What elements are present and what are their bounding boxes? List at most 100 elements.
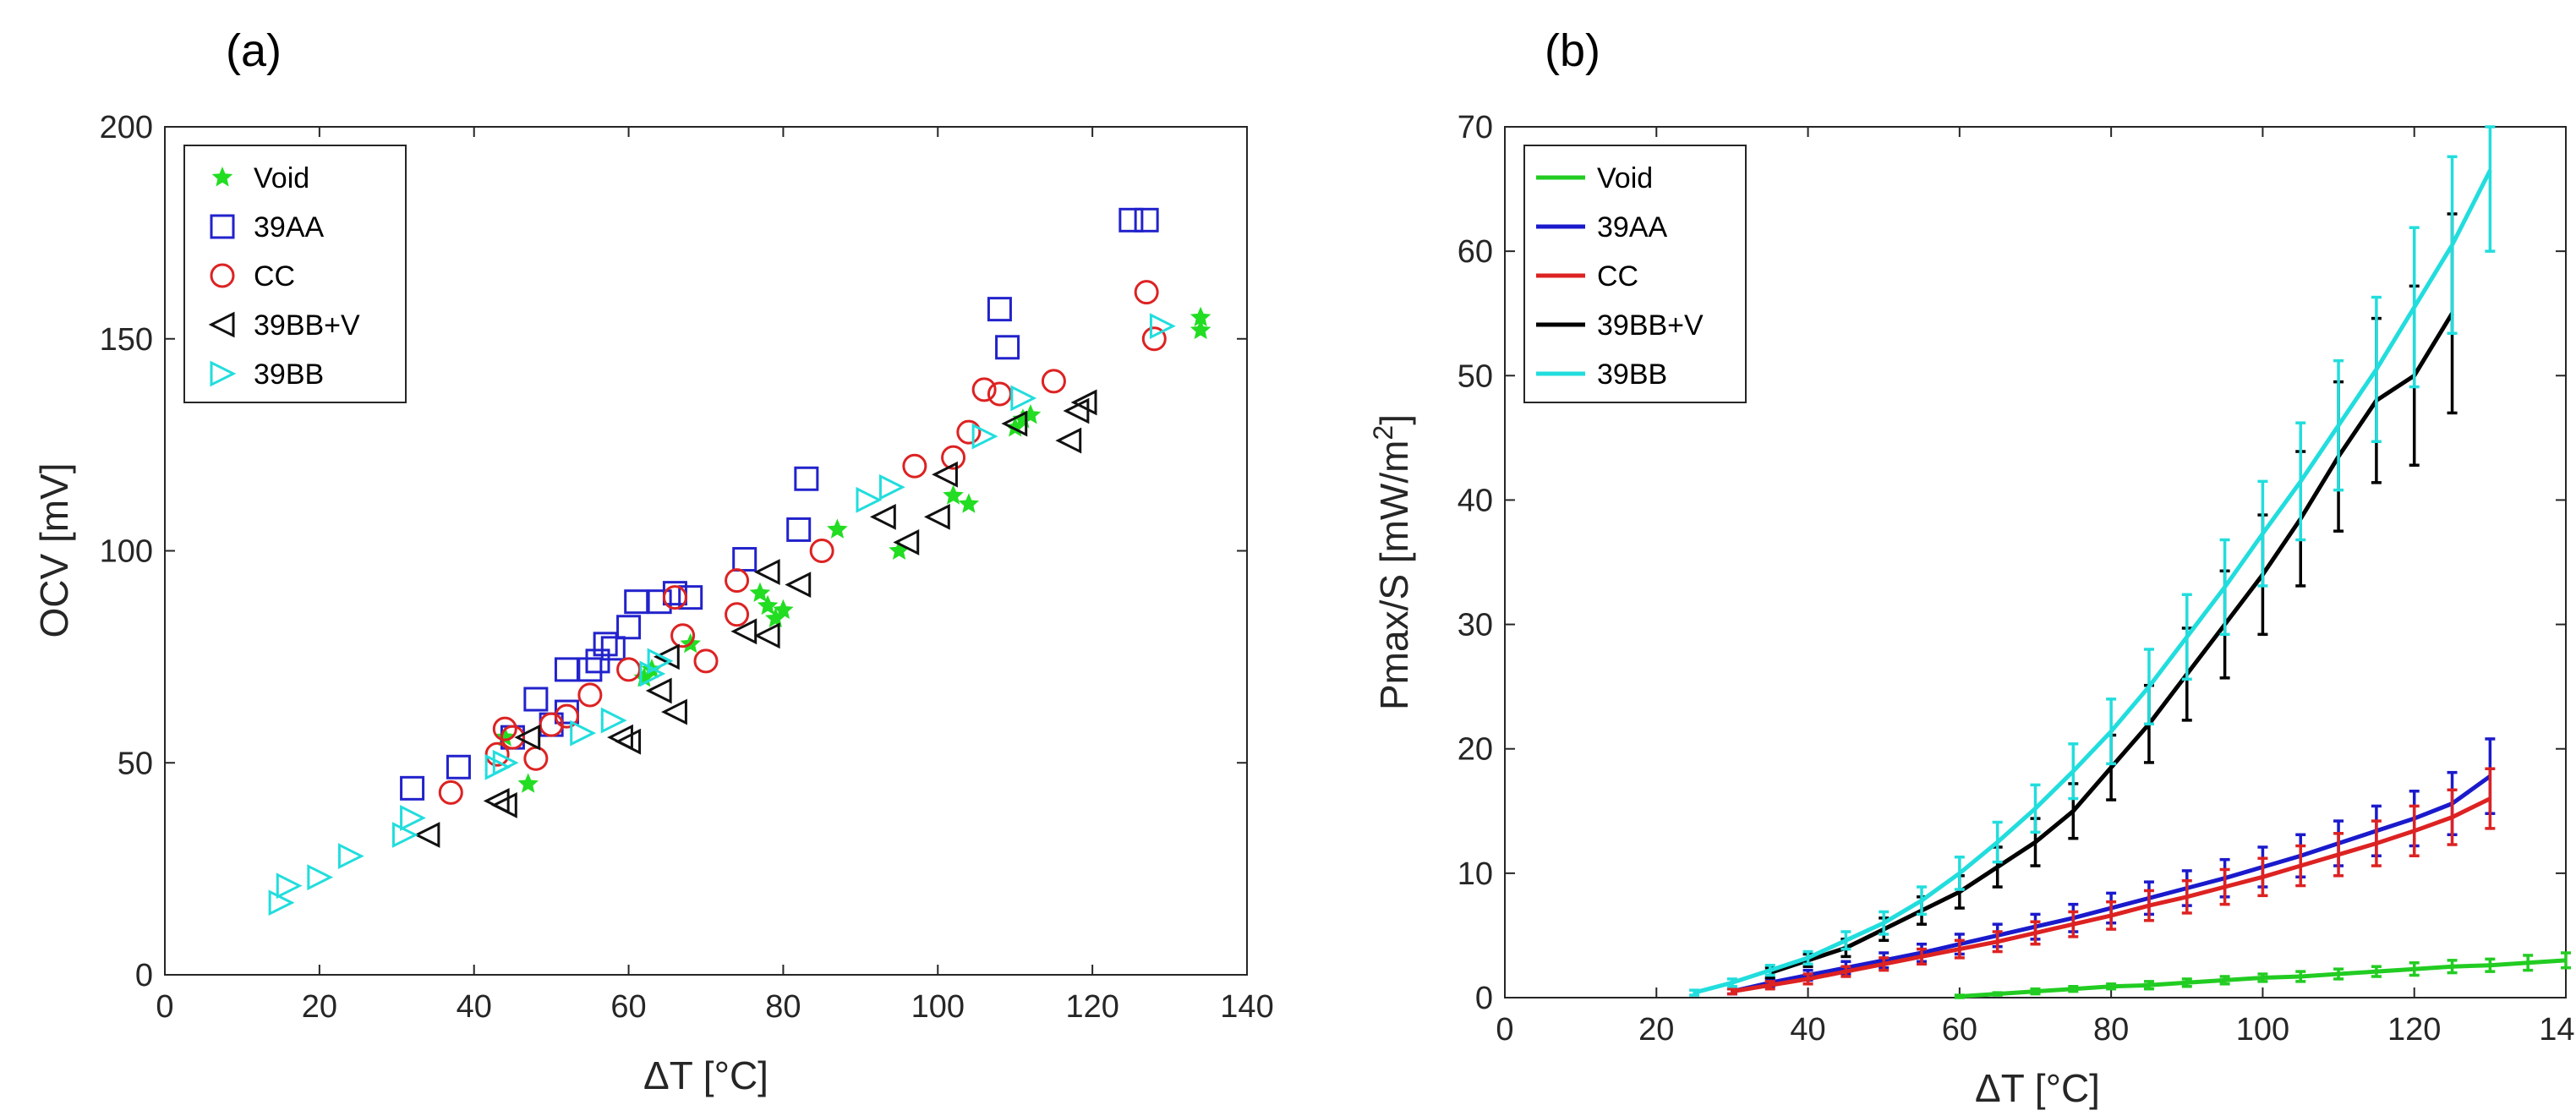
a-point-39aa <box>446 754 471 780</box>
a-point-39bb-v <box>661 698 687 725</box>
a-point-39bb-v <box>1070 389 1097 416</box>
a-point-cc <box>956 419 982 445</box>
a-xtick-label: 120 <box>1065 989 1118 1025</box>
b-xtick-label: 60 <box>1942 1012 1977 1048</box>
a-point-39bb <box>878 473 905 501</box>
legend-b-label: 39BB+V <box>1597 309 1704 342</box>
a-point-39bb-v <box>615 728 642 755</box>
a-point-39bb-v <box>753 622 780 649</box>
a-point-39bb-v <box>490 791 517 818</box>
legend-a-box <box>183 145 407 403</box>
a-point-39bb <box>600 707 627 734</box>
a-point-39bb <box>268 889 295 916</box>
a-point-39bb <box>337 843 364 870</box>
a-point-39bb-v <box>785 572 812 599</box>
a-point-39bb <box>971 423 998 450</box>
a-point-cc <box>809 539 834 563</box>
a-point-39bb-v <box>730 618 757 645</box>
a-xtick-label: 80 <box>765 989 801 1025</box>
legend-b-label: CC <box>1597 260 1638 293</box>
b-ytick-label: 40 <box>1458 483 1493 518</box>
a-point-39bb <box>647 648 674 675</box>
a-point-39aa <box>585 648 610 674</box>
a-point-39bb-v <box>413 822 440 848</box>
panel-label-b: (b) <box>1545 25 1600 76</box>
a-point-cc <box>670 623 696 648</box>
a-point-39bb <box>391 822 418 848</box>
b-xtick-label: 40 <box>1790 1012 1825 1048</box>
a-point-cc <box>500 725 525 750</box>
b-line-cc <box>1731 796 2491 994</box>
a-point-39aa <box>400 775 425 801</box>
a-xtick-label: 20 <box>302 989 337 1025</box>
legend-b-label: 39BB <box>1597 358 1667 391</box>
y-axis-label-a: OCV [mV] <box>32 462 76 637</box>
legend-a-label: CC <box>254 260 295 293</box>
a-point-39bb-v <box>645 677 672 704</box>
a-point-39bb <box>276 873 303 900</box>
a-point-39aa <box>616 615 642 640</box>
a-point-39aa <box>987 297 1012 322</box>
a-ytick-label: 150 <box>100 322 153 358</box>
a-point-cc <box>438 780 463 805</box>
a-point-cc <box>662 585 687 610</box>
a-point-void <box>749 582 771 603</box>
a-point-39aa <box>794 466 819 491</box>
a-point-39bb-v <box>932 461 958 488</box>
a-xtick-label: 60 <box>610 989 646 1025</box>
a-point-cc <box>725 602 750 627</box>
a-point-void <box>827 518 848 539</box>
a-point-39bb <box>570 719 597 747</box>
legend-a-marker <box>210 263 235 288</box>
a-xtick-label: 140 <box>1220 989 1273 1025</box>
legend-a-label: 39BB+V <box>254 309 360 342</box>
b-ytick-label: 60 <box>1458 234 1493 270</box>
a-point-void <box>943 484 964 505</box>
b-ytick-label: 50 <box>1458 358 1493 394</box>
y-axis-label-b-end: ] <box>1372 414 1416 425</box>
legend-a-marker <box>210 214 235 239</box>
y-axis-label-b-main: Pmax/S [mW/m <box>1372 440 1416 710</box>
a-xtick-label: 40 <box>457 989 492 1025</box>
a-point-39bb <box>492 749 519 776</box>
b-xtick-label: 100 <box>2236 1012 2289 1048</box>
a-point-39aa <box>786 517 812 542</box>
b-line-void <box>1959 958 2567 998</box>
a-point-void <box>773 599 794 620</box>
a-point-39bb <box>307 864 334 891</box>
a-ytick-label: 200 <box>100 110 153 145</box>
b-xtick-label: 140 <box>2539 1012 2576 1048</box>
a-point-cc <box>693 648 719 674</box>
a-point-39aa <box>1118 207 1144 232</box>
panel-label-a: (a) <box>226 25 282 76</box>
b-line-39bb <box>1693 169 2492 995</box>
a-xtick-label: 100 <box>911 989 965 1025</box>
a-point-39aa <box>1134 207 1159 232</box>
b-ytick-label: 70 <box>1458 110 1493 145</box>
a-point-cc <box>492 716 517 741</box>
a-point-void <box>1190 319 1211 340</box>
y-axis-label-b-sup: 2 <box>1368 425 1398 440</box>
x-axis-label-b: ΔT [°C] <box>1975 1066 2100 1110</box>
a-point-cc <box>941 445 966 470</box>
scatter-points-a <box>268 207 1211 916</box>
b-xtick-label: 120 <box>2387 1012 2441 1048</box>
axis-ticks-a: 0 20 40 60 80 100 120 140 0 50 100 150 200 <box>100 110 1274 1025</box>
axis-ticks-b: 0 20 40 60 80 100 120 140 0 10 20 30 40 50 60 70 <box>1458 110 2576 1048</box>
b-ytick-label: 10 <box>1458 856 1493 892</box>
a-point-cc <box>1134 280 1159 305</box>
a-point-39bb <box>400 805 426 831</box>
legend-a-label: Void <box>254 162 309 194</box>
a-point-cc <box>484 741 510 767</box>
b-ytick-label: 0 <box>1475 981 1493 1016</box>
line-series-b <box>1689 125 2571 999</box>
b-xtick-label: 0 <box>1496 1012 1513 1048</box>
a-point-39bb-v <box>1001 410 1028 437</box>
b-xtick-label: 80 <box>2093 1012 2129 1048</box>
a-point-cc <box>971 377 997 402</box>
legend-a-marker <box>211 167 233 187</box>
b-ytick-label: 20 <box>1458 732 1493 768</box>
a-point-39aa <box>647 589 672 615</box>
legend-a: Void 39AA CC 39BB+V 39BB <box>183 145 407 403</box>
